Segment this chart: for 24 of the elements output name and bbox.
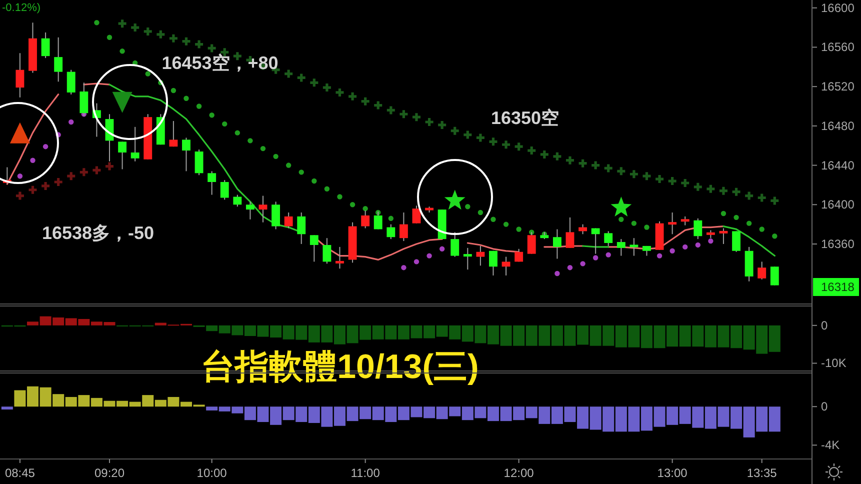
x-tick-label: 08:45: [4, 466, 36, 480]
y-tick-label: 0: [821, 400, 828, 414]
annotation: 16350空: [490, 108, 560, 128]
y-tick-label: 16480: [821, 118, 855, 133]
y-tick-label: 16400: [821, 198, 855, 212]
x-tick-label: 09:20: [94, 466, 125, 480]
y-tick-label: -4K: [821, 438, 840, 452]
y-tick-label: 0: [821, 318, 828, 332]
x-tick-label: 13:00: [657, 466, 688, 480]
text: 台指軟體10/13(三): [201, 348, 479, 386]
y-tick-label: -10K: [821, 356, 846, 370]
x-tick-label: 10:00: [196, 466, 228, 480]
y-tick-label: 16360: [821, 236, 855, 251]
annotation: -0.12%): [2, 2, 41, 14]
text: 16318: [821, 280, 855, 294]
x-tick-label: 12:00: [504, 466, 534, 480]
y-tick-label: 16520: [821, 80, 855, 94]
annotation: 16453空，+80: [162, 53, 278, 73]
y-tick-label: 16560: [821, 40, 855, 54]
x-tick-label: 13:35: [746, 466, 778, 480]
x-tick-label: 11:00: [350, 466, 380, 480]
annotation: 16538多，-50: [42, 223, 154, 243]
y-tick-label: 16600: [821, 0, 855, 15]
y-tick-label: 16440: [821, 158, 855, 172]
